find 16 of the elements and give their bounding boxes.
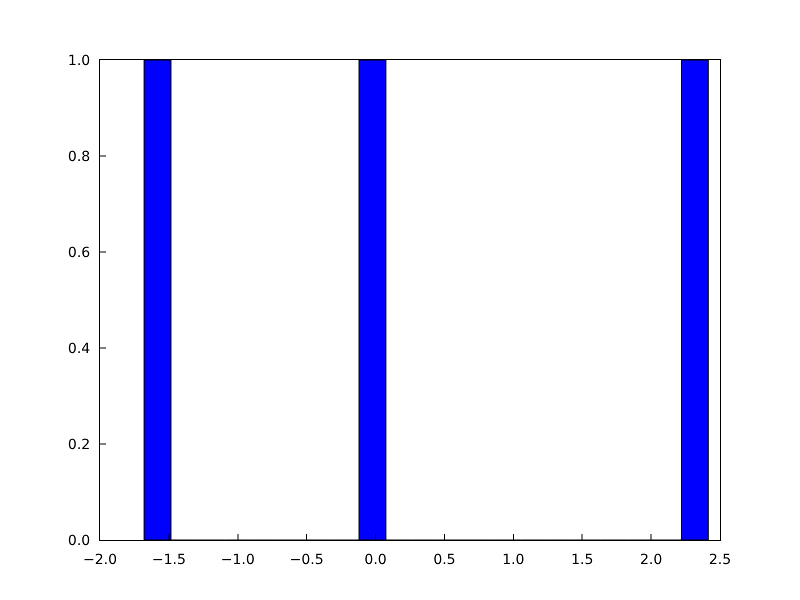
x-tick-label: 1.0: [502, 552, 524, 568]
x-tick-label: −2.0: [83, 552, 117, 568]
y-tick-label: 0.4: [68, 340, 90, 357]
y-tick-label: 0.0: [68, 532, 90, 549]
x-tick-label: 2.5: [708, 552, 732, 568]
x-tick-label: 1.5: [571, 552, 594, 568]
x-tick-label: −1.0: [220, 552, 255, 568]
x-tick-label: −0.5: [290, 552, 324, 568]
y-tick-label: 0.6: [68, 244, 90, 261]
y-tick-label: 0.8: [68, 148, 90, 165]
x-tick-label: 2.0: [640, 552, 662, 568]
x-tick-label: 0.0: [364, 552, 387, 568]
x-tick-label: −1.5: [152, 552, 186, 568]
y-tick-label: 0.2: [68, 436, 90, 453]
x-tick-label: 0.5: [433, 552, 456, 568]
y-tick-label: 1.0: [68, 52, 90, 69]
